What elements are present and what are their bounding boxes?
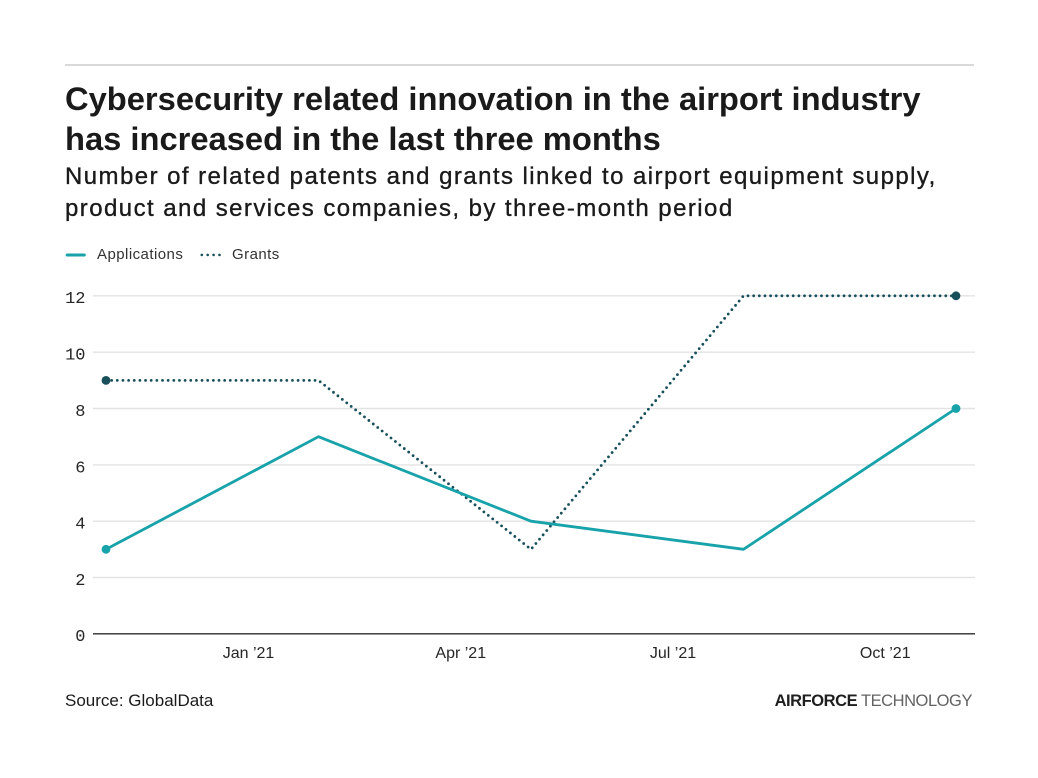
svg-text:Apr ’21: Apr ’21: [435, 645, 486, 662]
svg-text:Jul ’21: Jul ’21: [650, 645, 696, 662]
svg-text:0: 0: [75, 628, 85, 647]
svg-text:Jan ’21: Jan ’21: [223, 645, 275, 662]
svg-text:4: 4: [75, 516, 85, 535]
svg-text:6: 6: [75, 459, 85, 478]
svg-text:Oct ’21: Oct ’21: [860, 645, 911, 662]
svg-text:12: 12: [65, 290, 85, 309]
svg-text:2: 2: [75, 572, 85, 591]
svg-text:10: 10: [65, 347, 85, 366]
svg-text:8: 8: [75, 403, 85, 422]
